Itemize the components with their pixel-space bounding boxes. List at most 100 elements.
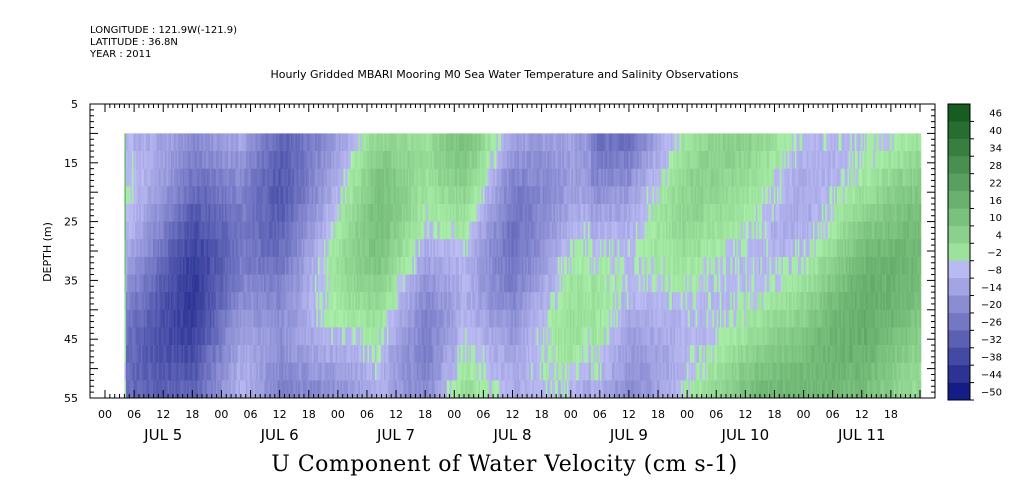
heatmap-cell <box>236 292 239 311</box>
heatmap-cell <box>182 309 185 328</box>
heatmap-cell <box>613 186 616 205</box>
heatmap-cell <box>371 327 374 346</box>
heatmap-cell <box>224 274 227 293</box>
heatmap-cell <box>284 256 287 275</box>
heatmap-cell <box>515 168 518 187</box>
heatmap-cell <box>212 345 215 364</box>
heatmap-cell <box>512 274 515 293</box>
heatmap-cell <box>314 345 317 364</box>
heatmap-cell <box>404 151 407 169</box>
heatmap-cell <box>169 274 172 293</box>
heatmap-cell <box>535 186 538 205</box>
heatmap-cell <box>265 221 268 240</box>
heatmap-cell <box>590 309 593 328</box>
heatmap-cell <box>358 345 361 364</box>
heatmap-cell <box>538 380 541 399</box>
heatmap-cell <box>170 168 173 187</box>
heatmap-cell <box>422 256 425 275</box>
heatmap-cell <box>326 309 329 328</box>
heatmap-cell <box>151 362 154 381</box>
heatmap-cell <box>424 362 427 381</box>
heatmap-cell <box>613 133 616 152</box>
heatmap-cell <box>244 362 247 381</box>
heatmap-cell <box>583 256 586 275</box>
heatmap-cell <box>179 380 182 399</box>
heatmap-cell <box>218 380 221 399</box>
heatmap-cell <box>280 292 283 311</box>
heatmap-cell <box>599 151 602 169</box>
heatmap-cell <box>512 380 515 399</box>
heatmap-cell <box>355 168 358 187</box>
heatmap-cell <box>308 309 311 328</box>
heatmap-cell <box>259 327 262 346</box>
heatmap-cell <box>554 274 557 293</box>
heatmap-cell <box>586 274 589 293</box>
heatmap-cell <box>278 274 281 293</box>
heatmap-cell <box>475 327 478 346</box>
heatmap-cell <box>278 204 281 222</box>
heatmap-cell <box>464 221 467 240</box>
heatmap-cell <box>425 274 428 293</box>
heatmap-cell <box>262 292 265 311</box>
heatmap-cell <box>371 309 374 328</box>
heatmap-cell <box>521 204 524 222</box>
heatmap-cell <box>280 274 283 293</box>
heatmap-cell <box>137 345 140 364</box>
heatmap-cell <box>392 309 395 328</box>
heatmap-cell <box>233 239 236 258</box>
heatmap-cell <box>196 168 199 187</box>
heatmap-cell <box>125 380 128 399</box>
heatmap-cell <box>472 256 475 275</box>
heatmap-cell <box>524 327 527 346</box>
heatmap-cell <box>544 380 547 399</box>
heatmap-cell <box>230 239 233 258</box>
heatmap-cell <box>520 292 523 311</box>
heatmap-cell <box>493 168 496 187</box>
heatmap-cell <box>265 309 268 328</box>
heatmap-cell <box>533 221 536 240</box>
heatmap-cell <box>539 309 542 328</box>
heatmap-cell <box>515 327 518 346</box>
heatmap-cell <box>176 256 179 275</box>
heatmap-cell <box>380 274 383 293</box>
heatmap-cell <box>161 151 164 169</box>
heatmap-cell <box>289 133 292 152</box>
heatmap-cell <box>176 327 179 346</box>
heatmap-cell <box>326 168 329 187</box>
heatmap-cell <box>212 133 215 152</box>
heatmap-cell <box>346 186 349 205</box>
heatmap-cell <box>191 380 194 399</box>
heatmap-cell <box>454 256 457 275</box>
heatmap-cell <box>179 204 182 222</box>
heatmap-cell <box>271 292 274 311</box>
heatmap-cell <box>422 345 425 364</box>
heatmap-cell <box>220 239 223 258</box>
heatmap-cell <box>347 204 350 222</box>
heatmap-cell <box>545 221 548 240</box>
heatmap-cell <box>502 186 505 205</box>
heatmap-cell <box>497 221 500 240</box>
heatmap-cell <box>491 186 494 205</box>
heatmap-cell <box>247 309 250 328</box>
heatmap-cell <box>467 292 470 311</box>
heatmap-cell <box>593 256 596 275</box>
heatmap-cell <box>391 239 394 258</box>
heatmap-cell <box>563 221 566 240</box>
heatmap-cell <box>257 151 260 169</box>
heatmap-cell <box>242 345 245 364</box>
heatmap-cell <box>578 362 581 381</box>
heatmap-cell <box>467 151 470 169</box>
heatmap-cell <box>583 168 586 187</box>
heatmap-cell <box>203 133 206 152</box>
heatmap-cell <box>479 345 482 364</box>
heatmap-cell <box>388 221 391 240</box>
heatmap-cell <box>485 327 488 346</box>
heatmap-cell <box>412 309 415 328</box>
heatmap-cell <box>613 345 616 364</box>
heatmap-cell <box>146 133 149 152</box>
heatmap-cell <box>445 362 448 381</box>
heatmap-cell <box>605 186 608 205</box>
heatmap-cell <box>164 204 167 222</box>
heatmap-cell <box>421 151 424 169</box>
heatmap-cell <box>505 256 508 275</box>
